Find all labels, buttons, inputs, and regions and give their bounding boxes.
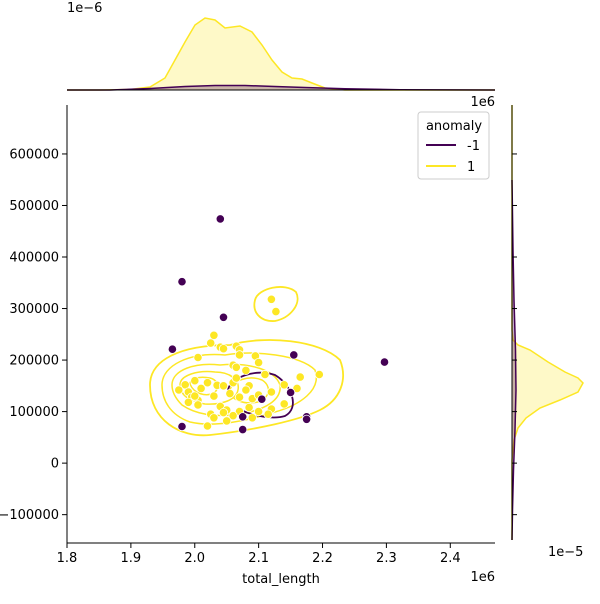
scatter-point-normal xyxy=(209,413,219,423)
right-marginal-kde-fill-positive xyxy=(512,105,583,540)
scatter-point-normal xyxy=(260,369,270,380)
scatter-point-normal xyxy=(174,385,184,395)
scatter-point-anomaly xyxy=(177,421,187,432)
main-axes: 1.8 1.9 2.0 2.1 2.2 2.3 2.4 total_length 1e6 −… xyxy=(0,95,495,587)
scatter-point-normal xyxy=(266,294,276,304)
legend-label-positive: 1 xyxy=(467,160,475,175)
scatter-point-normal xyxy=(209,330,219,340)
scatter-point-anomaly xyxy=(289,350,299,360)
kde-contour-positive-2 xyxy=(161,352,318,425)
y-axis: −100000 0 100000 200000 300000 400000 500000 60… xyxy=(0,95,495,543)
scatter-point-normal xyxy=(228,411,238,421)
kde-contour-positive-island xyxy=(253,286,299,322)
scatter-point-anomaly xyxy=(301,414,312,424)
x-tick-label: 2.3 xyxy=(376,551,397,566)
x-axis-offset-label: 1e6 xyxy=(470,570,495,585)
x-tick-label: 2.1 xyxy=(248,551,269,566)
scatter-point-anomaly xyxy=(379,357,390,367)
y-tick-label: −100000 xyxy=(0,508,59,523)
scatter-point-anomaly xyxy=(285,387,296,398)
scatter-point-normal xyxy=(279,399,289,409)
scatter-point-normal xyxy=(218,381,229,391)
scatter-point-normal xyxy=(193,352,203,363)
scatter-point-anomaly xyxy=(238,424,248,435)
y-tick-label: 300000 xyxy=(9,302,59,317)
scatter-point-normal xyxy=(222,416,232,426)
y-tick-label: 400000 xyxy=(9,251,59,266)
scatter-point-normal xyxy=(234,392,245,402)
scatter-point-normal xyxy=(225,388,235,399)
top-marginal-kde-fill-negative xyxy=(67,85,495,90)
scatter-point-anomaly xyxy=(167,344,177,354)
scatter-point-normal xyxy=(190,376,200,386)
y-tick-label: 600000 xyxy=(9,147,59,162)
scatter-point-normal xyxy=(247,413,257,423)
scatter-point-normal xyxy=(183,397,193,407)
scatter-point-normal xyxy=(196,383,206,393)
scatter-point-anomaly xyxy=(257,394,267,404)
top-marginal-kde-line-negative xyxy=(67,84,496,91)
scatter-point-normal xyxy=(190,391,200,401)
y-axis-offset-label: 1e6 xyxy=(470,95,495,110)
right-marginal-kde-line-positive xyxy=(511,105,584,540)
top-marginal-distribution: 1e−6 xyxy=(67,1,496,91)
scatter-point-anomaly xyxy=(218,312,229,322)
y-tick-label: 100000 xyxy=(9,405,59,420)
x-tick-label: 1.8 xyxy=(57,551,78,566)
scatter-point-normal xyxy=(231,373,241,383)
kde-contours xyxy=(149,286,344,437)
scatter-point-normal xyxy=(241,385,251,395)
top-marginal-kde-line-positive xyxy=(67,17,495,91)
x-tick-label: 1.9 xyxy=(121,551,142,566)
scatter-point-normal xyxy=(295,372,305,382)
scatter-point-normal xyxy=(244,402,254,413)
y-axis-ticks: −100000 0 100000 200000 300000 400000 500000 60… xyxy=(0,147,67,523)
scatter-point-normal xyxy=(231,362,241,372)
legend-label-negative: -1 xyxy=(467,139,480,154)
scatter-point-normal xyxy=(266,387,276,397)
right-marginal-kde-line-negative xyxy=(511,179,517,541)
y-tick-label: 500000 xyxy=(9,199,59,214)
top-marginal-offset-label: 1e−6 xyxy=(67,1,102,16)
right-marginal-distribution: 1e−5 xyxy=(511,105,584,560)
scatter-point-normal xyxy=(263,409,273,419)
scatter-point-normal xyxy=(271,306,281,317)
top-marginal-kde-fill-positive xyxy=(67,18,495,90)
legend: anomaly -1 1 xyxy=(417,111,490,180)
x-tick-label: 2.4 xyxy=(440,551,461,566)
scatter-point-normal xyxy=(234,350,245,360)
scatter-point-normal xyxy=(218,407,229,418)
y-tick-label: 200000 xyxy=(9,354,59,369)
kde-contour-positive-3 xyxy=(171,363,281,417)
scatter-point-normal xyxy=(254,357,264,368)
scatter-point-normal xyxy=(206,338,216,348)
scatter-point-normal xyxy=(218,344,229,354)
scatter-point-normal xyxy=(202,421,213,431)
scatter-point-normal xyxy=(254,406,264,417)
scatter-point-normal xyxy=(209,391,219,401)
scatter-point-anomaly xyxy=(177,277,187,287)
scatter-point-normal xyxy=(292,383,302,393)
x-axis-ticks: 1.8 1.9 2.0 2.1 2.2 2.3 2.4 xyxy=(57,543,461,566)
x-tick-label: 2.2 xyxy=(312,551,333,566)
scatter-point-normal xyxy=(241,365,251,375)
x-axis: 1.8 1.9 2.0 2.1 2.2 2.3 2.4 total_length 1e6 xyxy=(57,542,495,587)
right-marginal-ticks xyxy=(512,153,517,516)
scatter-point-normal xyxy=(202,378,213,388)
scatter-point-anomaly xyxy=(238,412,248,422)
x-axis-label: total_length xyxy=(242,572,320,587)
x-tick-label: 2.0 xyxy=(184,551,205,566)
y-tick-label: 0 xyxy=(51,457,59,472)
scatter-point-normal xyxy=(314,369,324,380)
scatter-point-anomaly xyxy=(215,214,225,224)
legend-title: anomaly xyxy=(426,119,482,134)
scatter-point-normal xyxy=(279,380,289,390)
scatter-point-normal xyxy=(193,400,203,410)
right-marginal-offset-label: 1e−5 xyxy=(548,545,583,560)
scatter-points xyxy=(167,214,390,435)
